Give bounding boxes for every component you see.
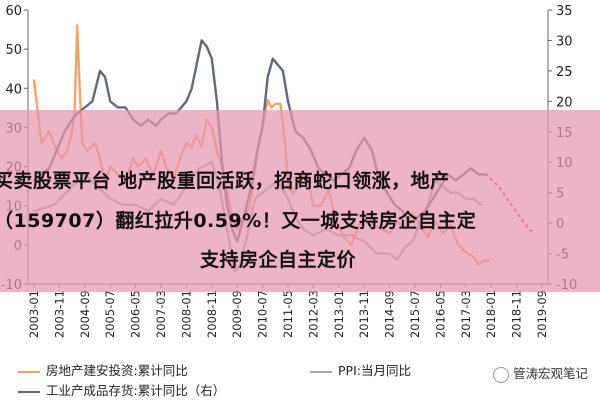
x-tick-label: 2013-11 bbox=[357, 290, 371, 338]
x-tick-label: 2014-09 bbox=[383, 290, 397, 338]
y-left-tick-label: 60 bbox=[5, 4, 22, 19]
x-tick-label: 2013-01 bbox=[332, 290, 346, 338]
y-left-tick-label: 40 bbox=[5, 82, 22, 97]
y-right-tick-label: 25 bbox=[556, 65, 573, 80]
banner-line-2: （159707）翻红拉升0.59%！又一城支持房企自主定 bbox=[0, 210, 477, 232]
legend-entry-ppi: PPI:当月同比 bbox=[310, 360, 411, 379]
legend-label-ppi: PPI:当月同比 bbox=[338, 363, 411, 378]
y-right-tick-label: 30 bbox=[556, 34, 573, 49]
watermark: 管涛宏观笔记 bbox=[492, 363, 588, 383]
watermark-text: 管涛宏观笔记 bbox=[512, 366, 588, 381]
x-tick-label: 2018-11 bbox=[510, 290, 524, 338]
x-tick-label: 2016-05 bbox=[433, 290, 447, 338]
x-tick-label: 2006-05 bbox=[129, 290, 143, 338]
x-tick-label: 2004-09 bbox=[78, 290, 92, 338]
y-right-tick-label: 35 bbox=[556, 4, 573, 19]
banner-line-3: 支持房企自主定价 bbox=[200, 249, 357, 271]
x-tick-label: 2008-11 bbox=[205, 290, 219, 338]
legend-label-construction: 房地产建安投资:累计同比 bbox=[46, 363, 188, 378]
x-tick-label: 2007-03 bbox=[154, 290, 168, 338]
x-tick-label: 2011-05 bbox=[281, 290, 295, 338]
x-tick-label: 2017-03 bbox=[459, 290, 473, 338]
x-tick-label: 2003-11 bbox=[52, 290, 66, 338]
legend-label-inventory: 工业产成品存货:累计同比（右） bbox=[46, 383, 226, 398]
watermark-logo-icon bbox=[492, 366, 509, 383]
banner-line-1: 买卖股票平台 地产股重回活跃，招商蛇口领涨，地产 bbox=[0, 170, 450, 192]
x-tick-label: 2018-01 bbox=[484, 290, 498, 338]
y-left-tick-label: 50 bbox=[5, 43, 22, 58]
x-tick-label: 2019-09 bbox=[535, 290, 549, 338]
y-right-tick-label: 20 bbox=[556, 95, 573, 110]
legend-swatch-construction bbox=[18, 370, 40, 373]
legend-swatch-inventory bbox=[18, 390, 40, 393]
news-banner: 买卖股票平台 地产股重回活跃，招商蛇口领涨，地产 （159707）翻红拉升0.5… bbox=[0, 110, 600, 292]
x-tick-label: 2003-01 bbox=[27, 290, 41, 338]
x-tick-label: 2005-07 bbox=[103, 290, 117, 338]
x-tick-label: 2009-09 bbox=[230, 290, 244, 338]
legend-entry-construction: 房地产建安投资:累计同比 bbox=[18, 360, 188, 379]
legend-entry-inventory: 工业产成品存货:累计同比（右） bbox=[18, 380, 225, 399]
x-tick-label: 2010-07 bbox=[256, 290, 270, 338]
x-tick-label: 2008-01 bbox=[179, 290, 193, 338]
legend-swatch-ppi bbox=[310, 370, 332, 373]
x-tick-label: 2015-07 bbox=[408, 290, 422, 338]
x-tick-label: 2012-03 bbox=[306, 290, 320, 338]
